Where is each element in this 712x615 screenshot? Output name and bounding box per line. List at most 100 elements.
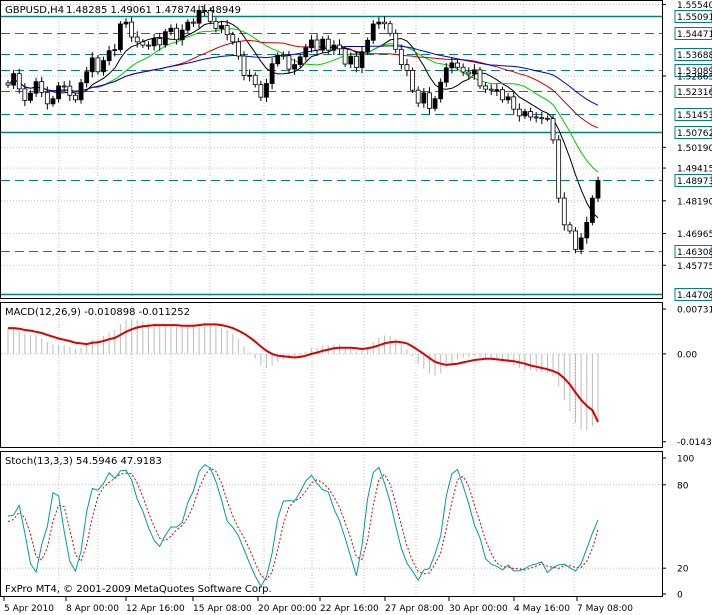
candle-body-46 bbox=[264, 83, 269, 98]
stoch-signal-path bbox=[7, 467, 599, 581]
candle-body-97 bbox=[550, 118, 556, 141]
candle-body-43 bbox=[247, 74, 253, 77]
candle-body-25 bbox=[146, 44, 151, 47]
candle-body-4 bbox=[28, 92, 33, 101]
candle-body-35 bbox=[202, 9, 208, 12]
candle-body-88 bbox=[500, 89, 505, 101]
level-label-3: 1.53089 bbox=[677, 67, 712, 77]
candle-body-85 bbox=[483, 85, 489, 90]
candle-body-62 bbox=[353, 55, 359, 68]
macd-signal-path bbox=[8, 323, 599, 423]
macd-axis: 0.00731 0.00 -0.01434 bbox=[662, 306, 712, 448]
time-tick-label-1: 8 Apr 00:00 bbox=[66, 604, 119, 614]
level-label-box-1 bbox=[674, 27, 712, 40]
candle-body-94 bbox=[533, 116, 539, 119]
candle-body-31 bbox=[179, 29, 185, 41]
candle-body-30 bbox=[174, 27, 179, 41]
candle-body-105 bbox=[595, 180, 601, 199]
candle-body-57 bbox=[325, 38, 331, 51]
candle-body-98 bbox=[556, 139, 562, 199]
candles bbox=[5, 4, 601, 255]
macd-signal-line bbox=[8, 323, 599, 423]
candle-body-76 bbox=[432, 98, 438, 109]
level-label-box-8 bbox=[674, 245, 712, 258]
price-tick-label-3: 1.49415 bbox=[677, 165, 712, 175]
macd-label: MACD(12,26,9) -0.010898 -0.011252 bbox=[5, 307, 190, 318]
stoch-tick-label-3: 0 bbox=[677, 591, 683, 601]
candle-body-80 bbox=[455, 62, 460, 68]
time-tick-label-9: 7 May 08:00 bbox=[577, 604, 633, 614]
candle-body-77 bbox=[438, 81, 444, 100]
candle-body-99 bbox=[561, 197, 567, 226]
time-tick-label-4: 20 Apr 00:00 bbox=[258, 604, 317, 614]
ma-fast-line bbox=[7, 20, 599, 219]
price-tick-label-2: 1.50190 bbox=[677, 144, 712, 154]
candle-body-78 bbox=[443, 67, 449, 83]
price-tick-label-6: 1.45775 bbox=[677, 262, 712, 272]
candle-body-67 bbox=[382, 21, 387, 25]
candle-body-82 bbox=[466, 71, 472, 75]
candle-body-54 bbox=[309, 39, 314, 49]
candle-body-104 bbox=[589, 197, 595, 223]
candle-body-1 bbox=[11, 73, 17, 86]
level-label-5: 1.51453 bbox=[677, 111, 712, 121]
candle-body-27 bbox=[157, 38, 163, 46]
candle-body-69 bbox=[393, 32, 399, 50]
ohlc-label: 1.48285 1.49061 1.47874 1.48949 bbox=[66, 5, 241, 16]
candle-body-68 bbox=[387, 23, 393, 34]
candle-body-86 bbox=[488, 88, 494, 91]
candle-body-66 bbox=[376, 21, 382, 25]
candle-body-101 bbox=[573, 230, 578, 250]
candle-body-92 bbox=[522, 111, 528, 117]
level-label-box-0 bbox=[674, 10, 712, 23]
candle-body-21 bbox=[123, 21, 129, 25]
price-grid bbox=[1, 1, 662, 298]
candle-body-28 bbox=[162, 31, 168, 46]
time-tick-label-0: 5 Apr 2010 bbox=[4, 604, 54, 614]
time-tick-label-3: 15 Apr 08:00 bbox=[193, 604, 252, 614]
time-tick-label-6: 27 Apr 08:00 bbox=[385, 604, 444, 614]
candle-body-16 bbox=[95, 57, 101, 73]
level-label-4: 1.52316 bbox=[677, 88, 712, 98]
price-panel-frame bbox=[0, 0, 663, 299]
stoch-tick-label-0: 100 bbox=[677, 455, 694, 465]
macd-panel[interactable]: MACD(12,26,9) -0.010898 -0.011252 0.0073… bbox=[0, 302, 712, 449]
candle-body-38 bbox=[219, 25, 224, 29]
candle-body-83 bbox=[471, 69, 477, 75]
candle-body-14 bbox=[84, 71, 90, 84]
candle-body-0 bbox=[5, 82, 11, 86]
candle-body-41 bbox=[235, 41, 241, 57]
candle-body-64 bbox=[365, 39, 371, 53]
candle-body-87 bbox=[494, 89, 500, 92]
candle-body-15 bbox=[89, 57, 95, 73]
candle-body-5 bbox=[33, 81, 39, 94]
candle-body-29 bbox=[168, 27, 174, 33]
stoch-panel[interactable]: Stoch(13,3,3) 54.5946 47.9183 FxPro MT4,… bbox=[0, 451, 695, 601]
candle-body-56 bbox=[320, 38, 326, 51]
level-label-box-9 bbox=[674, 288, 712, 301]
level-label-box-3 bbox=[674, 64, 712, 77]
candle-body-70 bbox=[398, 48, 404, 65]
candle-body-58 bbox=[331, 44, 337, 51]
macd-tick-label-1: 0.00 bbox=[677, 350, 697, 360]
price-tick-label-1: 1.52865 bbox=[677, 72, 712, 82]
candle-body-32 bbox=[185, 21, 191, 31]
candle-body-45 bbox=[258, 84, 264, 98]
price-tick-label-5: 1.46965 bbox=[677, 230, 712, 240]
price-tick-label-4: 1.48190 bbox=[677, 197, 712, 207]
level-label-8: 1.46308 bbox=[677, 248, 712, 258]
candle-body-74 bbox=[421, 92, 427, 104]
copyright-label: FxPro MT4, © 2001-2009 MetaQuotes Softwa… bbox=[5, 584, 272, 595]
stoch-tick-label-1: 80 bbox=[677, 481, 689, 491]
candle-body-50 bbox=[286, 55, 292, 70]
candle-body-40 bbox=[230, 34, 236, 43]
candle-body-52 bbox=[297, 56, 303, 65]
candle-body-23 bbox=[134, 36, 140, 43]
candle-body-51 bbox=[292, 64, 297, 70]
candle-body-60 bbox=[342, 48, 348, 65]
moving-averages bbox=[7, 20, 599, 219]
candle-body-53 bbox=[303, 47, 309, 58]
candle-body-75 bbox=[427, 92, 432, 109]
price-panel[interactable]: 1.55091 1.54471 1.53688 1.53089 1.52316 1.514… bbox=[0, 0, 712, 302]
